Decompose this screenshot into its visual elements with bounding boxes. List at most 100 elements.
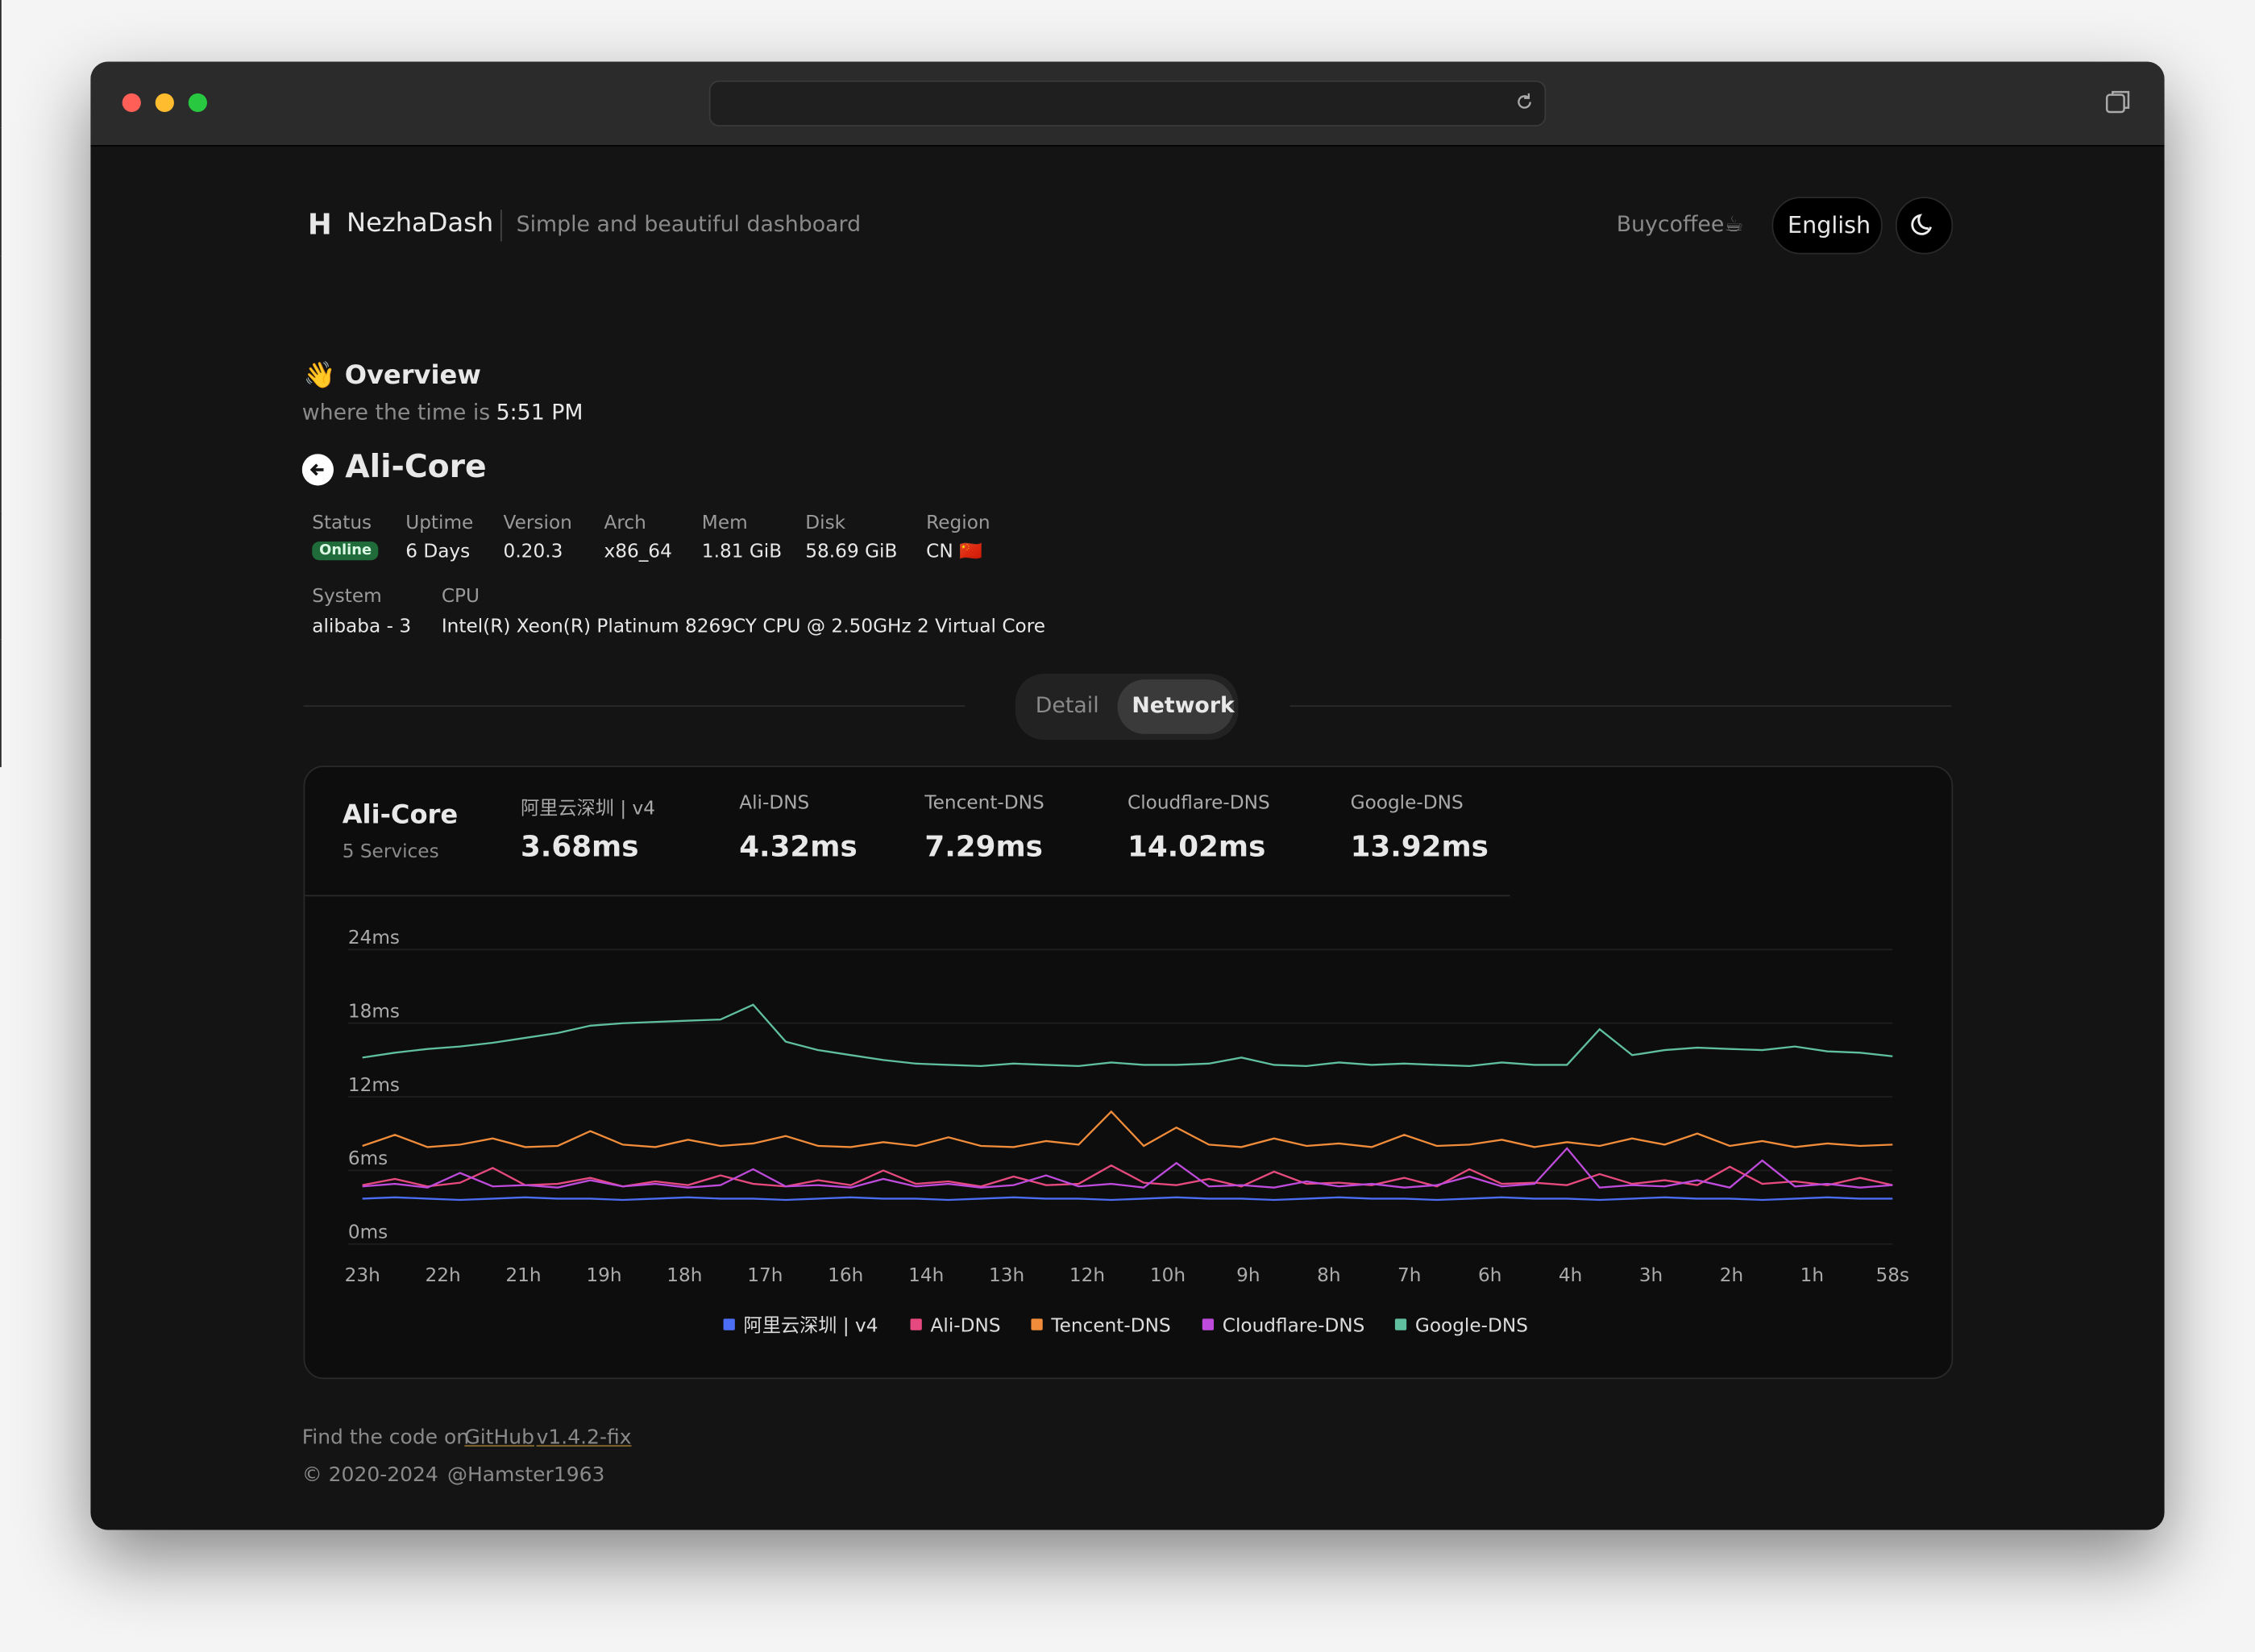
x-tick-label: 17h	[747, 1264, 783, 1286]
separator	[1289, 705, 1952, 708]
x-tick-label: 4h	[1559, 1264, 1582, 1286]
series-line	[362, 1003, 1893, 1068]
info-label: Version	[503, 513, 572, 535]
overview-title: 👋 Overview	[303, 360, 481, 391]
summary-services: 5 Services	[342, 841, 439, 864]
x-tick-label: 1h	[1800, 1264, 1824, 1286]
legend-swatch	[723, 1318, 735, 1330]
separator	[303, 705, 966, 708]
info-label: CPU	[441, 586, 480, 608]
language-button[interactable]	[1771, 197, 1883, 255]
x-tick-label: 9h	[1236, 1264, 1260, 1286]
github-link[interactable]: GitHub	[464, 1426, 534, 1450]
service-name: Google-DNS	[1350, 793, 1464, 815]
legend-label: Ali-DNS	[931, 1314, 1001, 1336]
tagline: Simple and beautiful dashboard	[516, 211, 862, 238]
cell-divider	[0, 255, 2, 384]
language-label: English	[1788, 211, 1871, 239]
service-latency: 7.29ms	[924, 828, 1043, 864]
close-button[interactable]	[122, 93, 141, 113]
minimize-button[interactable]	[155, 93, 174, 113]
version-link[interactable]: v1.4.2-fix	[536, 1426, 632, 1450]
service-latency: 14.02ms	[1128, 828, 1266, 864]
info-label: Uptime	[405, 513, 474, 535]
server-name: Ali-Core	[345, 449, 487, 486]
x-tick-label: 16h	[828, 1264, 863, 1286]
legend-label: Tencent-DNS	[1050, 1314, 1170, 1336]
info-value: x86_64	[604, 542, 672, 563]
moon-icon	[1911, 214, 1932, 235]
service-latency: 4.32ms	[739, 828, 858, 864]
logo: H	[307, 206, 332, 242]
copyright: © 2020-2024	[301, 1463, 438, 1488]
service-name: Ali-DNS	[739, 793, 810, 815]
x-tick-label: 6h	[1478, 1264, 1501, 1286]
legend-swatch	[910, 1318, 922, 1330]
card-divider	[305, 894, 1510, 897]
network-card	[303, 766, 1954, 1380]
info-label: Mem	[701, 513, 748, 535]
legend-label: Cloudflare-DNS	[1223, 1314, 1365, 1336]
info-value: 0.20.3	[503, 542, 563, 563]
author: @Hamster1963	[446, 1463, 605, 1488]
back-icon[interactable]	[301, 454, 334, 486]
tabs-icon[interactable]	[2104, 88, 2133, 117]
brand[interactable]: NezhaDash	[347, 208, 494, 239]
zoom-button[interactable]	[188, 93, 207, 113]
time: 5:51 PM	[496, 399, 583, 425]
service-latency: 3.68ms	[520, 828, 639, 864]
summary-name: Ali-Core	[342, 799, 459, 831]
service-name: Tencent-DNS	[924, 793, 1044, 815]
info-value: 6 Days	[405, 542, 471, 563]
info-label: Disk	[805, 513, 846, 535]
divider	[500, 210, 502, 242]
x-tick-label: 58s	[1876, 1264, 1910, 1286]
status-badge: Online	[312, 542, 380, 561]
x-tick-label: 19h	[586, 1264, 621, 1286]
x-tick-label: 14h	[908, 1264, 944, 1286]
tab-detail[interactable]: Detail	[1035, 692, 1099, 719]
legend-swatch	[1202, 1318, 1215, 1330]
x-tick-label: 12h	[1069, 1264, 1105, 1286]
cell-divider	[0, 639, 2, 767]
info-value: Intel(R) Xeon(R) Platinum 8269CY CPU @ 2…	[441, 616, 1046, 638]
cell-divider	[0, 511, 2, 640]
x-tick-label: 22h	[426, 1264, 461, 1286]
cell-divider	[0, 127, 2, 256]
legend-swatch	[1031, 1318, 1043, 1330]
y-tick-label: 24ms	[348, 927, 400, 948]
y-tick-label: 0ms	[348, 1222, 388, 1243]
theme-button[interactable]	[1895, 197, 1954, 255]
legend-label: 阿里云深圳 | v4	[744, 1314, 878, 1336]
series-line	[362, 1147, 1893, 1189]
x-tick-label: 3h	[1639, 1264, 1663, 1286]
footer-prefix: Find the code on	[301, 1426, 470, 1450]
info-value: CN 🇨🇳	[926, 542, 982, 563]
buycoffee-link[interactable]: Buycoffee☕	[1616, 211, 1744, 238]
reload-icon[interactable]	[1514, 92, 1534, 112]
x-tick-label: 23h	[345, 1264, 380, 1286]
info-value: 1.81 GiB	[701, 542, 783, 563]
series-line	[362, 1110, 1893, 1148]
service-name: Cloudflare-DNS	[1128, 793, 1270, 815]
service-name: 阿里云深圳 | v4	[520, 799, 656, 820]
x-tick-label: 10h	[1150, 1264, 1186, 1286]
x-tick-label: 21h	[505, 1264, 541, 1286]
info-value: 58.69 GiB	[805, 542, 898, 563]
legend-label: Google-DNS	[1415, 1314, 1528, 1336]
service-latency: 13.92ms	[1350, 828, 1489, 864]
x-tick-label: 18h	[667, 1264, 702, 1286]
title-bar	[90, 61, 2165, 147]
x-tick-label: 7h	[1397, 1264, 1421, 1286]
cell-divider	[0, 0, 2, 128]
series-line	[362, 1164, 1893, 1188]
info-label: Region	[926, 513, 990, 535]
address-bar[interactable]	[708, 80, 1547, 127]
tab-network[interactable]: Network	[1132, 692, 1235, 719]
x-tick-label: 13h	[989, 1264, 1024, 1286]
tab-active[interactable]	[1117, 679, 1235, 734]
y-tick-label: 6ms	[348, 1148, 388, 1169]
info-label: System	[312, 586, 382, 608]
